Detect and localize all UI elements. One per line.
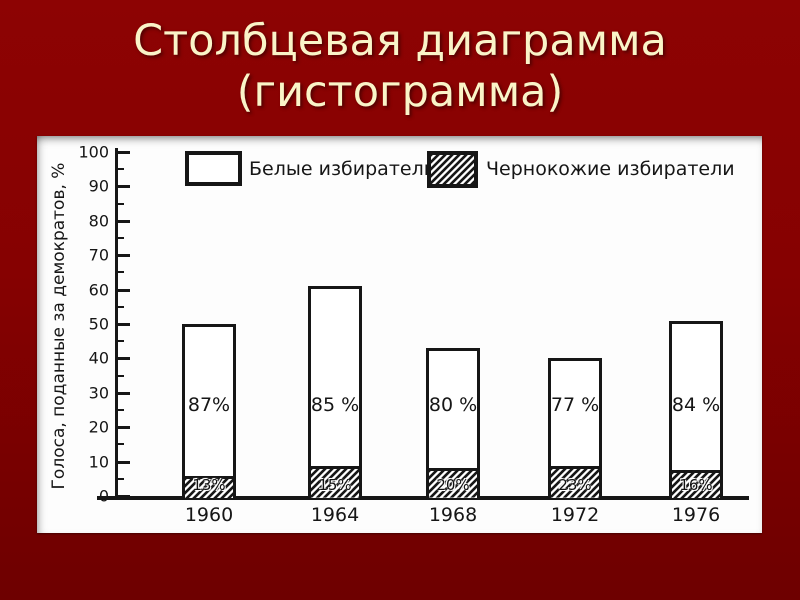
bar-1960 (182, 324, 236, 498)
y-major-tick-10 (118, 460, 130, 464)
legend-swatch-black-voters (427, 151, 478, 188)
bar-1976 (669, 320, 723, 498)
y-minor-tick-75 (118, 237, 124, 239)
y-major-tick-80 (118, 219, 130, 223)
y-major-tick-90 (118, 185, 130, 189)
white-share-label-1968: 80 % (428, 394, 478, 416)
legend-label-black-voters: Чернокожие избиратели (486, 158, 735, 180)
y-tick-label-70: 70 (88, 245, 109, 265)
y-major-tick-60 (118, 288, 130, 292)
white-share-label-1964: 85 % (310, 394, 360, 416)
y-tick-label-20: 20 (88, 417, 109, 437)
y-major-tick-20 (118, 426, 130, 430)
y-minor-tick-65 (118, 271, 124, 274)
bar-1972-black-segment (551, 466, 599, 498)
x-tick-label-1972: 1972 (550, 504, 600, 526)
black-share-label-1960: 13% (192, 476, 226, 494)
y-tick-label-10: 10 (88, 452, 109, 472)
y-minor-tick-95 (118, 168, 124, 171)
x-tick-label-1960: 1960 (184, 504, 234, 526)
y-minor-tick-15 (118, 443, 124, 446)
y-tick-label-60: 60 (88, 280, 109, 300)
bar-1960-black-segment (185, 475, 233, 498)
bar-1964-black-segment (311, 466, 359, 498)
y-tick-label-0: 0 (98, 486, 109, 506)
y-tick-label-100: 100 (78, 142, 109, 162)
y-tick-label-90: 90 (88, 176, 109, 196)
y-major-tick-100 (118, 151, 130, 154)
y-minor-tick-25 (118, 409, 124, 411)
black-share-label-1972: 23% (558, 476, 592, 494)
slide-title: Столбцевая диаграмма (гистограмма) (0, 16, 800, 117)
black-share-label-1976: 16% (679, 476, 713, 494)
slide-title-line1: Столбцевая диаграмма (133, 16, 667, 66)
black-share-label-1968: 20% (436, 476, 470, 494)
bar-1972 (548, 358, 602, 498)
bar-1968 (426, 348, 480, 498)
x-tick-label-1968: 1968 (428, 504, 478, 526)
y-major-tick-50 (118, 323, 130, 326)
y-tick-label-50: 50 (88, 314, 109, 334)
black-share-label-1964: 15% (318, 476, 352, 494)
chart-panel: Голоса, поданные за демократов, % 0 10 20 3… (37, 136, 762, 533)
y-minor-tick-35 (118, 374, 124, 377)
x-axis-line (97, 496, 749, 500)
y-minor-tick-55 (118, 305, 124, 308)
y-axis-line (115, 148, 118, 500)
white-share-label-1976: 84 % (671, 394, 721, 416)
x-tick-label-1976: 1976 (671, 504, 721, 526)
legend-label-white-voters: Белые избиратели (249, 158, 437, 180)
y-major-tick-0 (118, 495, 130, 498)
white-share-label-1972: 77 % (550, 394, 600, 416)
bar-1968-black-segment (429, 468, 477, 498)
y-major-tick-70 (118, 254, 130, 258)
white-share-label-1960: 87% (187, 394, 231, 416)
y-minor-tick-45 (118, 340, 124, 343)
bar-1976-black-segment (672, 469, 720, 498)
bar-1964 (308, 286, 362, 498)
y-major-tick-30 (118, 391, 130, 395)
y-major-tick-40 (118, 357, 130, 361)
y-minor-tick-5 (118, 477, 124, 480)
y-minor-tick-85 (118, 202, 124, 205)
y-tick-label-30: 30 (88, 383, 109, 403)
x-tick-label-1964: 1964 (310, 504, 360, 526)
y-tick-label-80: 80 (88, 211, 109, 231)
y-axis-title: Голоса, поданные за демократов, % (49, 162, 69, 490)
legend-swatch-white-voters (185, 151, 242, 186)
slide-title-line2: (гистограмма) (236, 66, 564, 117)
y-tick-label-40: 40 (88, 348, 109, 368)
